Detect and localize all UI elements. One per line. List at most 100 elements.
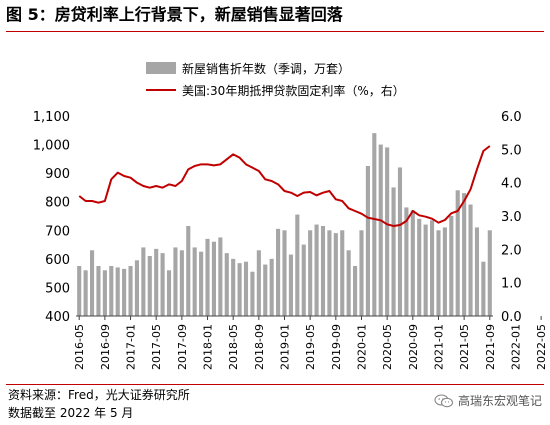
- figure-title: 图 5：房贷利率上行背景下，新屋销售显著回落: [6, 5, 343, 24]
- watermark: 高瑞东宏观笔记: [434, 392, 542, 409]
- y-right-tick-label: 6.0: [501, 110, 522, 125]
- y-left-tick-label: 700: [45, 224, 70, 239]
- x-tick-label: 2018-05: [227, 324, 240, 370]
- bar: [417, 218, 422, 316]
- x-tick-label: 2017-01: [125, 324, 138, 370]
- bar: [102, 270, 107, 316]
- bar: [109, 266, 114, 316]
- x-tick-label: 2021-09: [484, 324, 497, 370]
- bar: [186, 226, 191, 316]
- bar: [340, 230, 345, 316]
- bar: [320, 226, 326, 316]
- bar: [128, 266, 133, 316]
- bar: [141, 247, 146, 316]
- x-tick-label: 2019-09: [330, 324, 343, 370]
- bar: [154, 248, 159, 316]
- bar: [224, 253, 229, 316]
- bar: [276, 228, 281, 316]
- line-series: [78, 145, 491, 227]
- bar: [385, 147, 390, 316]
- bar: [404, 207, 409, 316]
- bar: [423, 224, 428, 316]
- x-tick-label: 2022-05: [535, 324, 548, 370]
- bar: [263, 264, 268, 316]
- mortgage-rate-line: [78, 145, 491, 227]
- data-cutoff-note: 数据截至 2022 年 5 月: [8, 406, 134, 420]
- x-tick-label: 2022-01: [509, 324, 522, 370]
- bar-series: [77, 133, 492, 316]
- y-left-tick-label: 400: [45, 310, 70, 325]
- bar: [96, 266, 101, 316]
- axes: 400 500 600 700 800 900 1,000 1,100 0.0 1.0 2.0 3.0…: [33, 110, 548, 370]
- legend: 新屋销售折年数（季调，万套） 美国:30年期抵押贷款固定利率（%，右）: [146, 61, 405, 98]
- bar: [282, 230, 287, 316]
- bar: [134, 260, 139, 316]
- x-tick-label: 2017-05: [150, 324, 163, 370]
- bar: [327, 230, 332, 316]
- bar: [430, 220, 435, 316]
- bar: [147, 256, 152, 316]
- y-left-tick-label: 1,100: [33, 110, 70, 125]
- bar: [314, 224, 319, 316]
- bar: [89, 250, 95, 316]
- bar: [442, 227, 447, 316]
- legend-label-line: 美国:30年期抵押贷款固定利率（%，右）: [182, 83, 405, 98]
- bar: [436, 230, 441, 316]
- x-tick-label: 2019-01: [279, 324, 292, 370]
- bar: [346, 250, 351, 316]
- bar: [269, 258, 274, 316]
- bar: [250, 271, 255, 316]
- y-left-tick-label: 1,000: [33, 139, 70, 154]
- y-left-tick-label: 800: [45, 196, 70, 211]
- chart: 新屋销售折年数（季调，万套） 美国:30年期抵押贷款固定利率（%，右） 400 50…: [33, 61, 548, 370]
- bar: [115, 267, 120, 316]
- source-note: 资料来源：Fred，光大证券研究所: [8, 388, 190, 402]
- bar: [301, 244, 306, 316]
- x-tick-label: 2018-09: [253, 324, 266, 370]
- bar: [455, 190, 460, 316]
- bar: [179, 250, 184, 316]
- bar: [449, 216, 454, 316]
- bar: [231, 258, 236, 316]
- x-tick-label: 2016-09: [99, 324, 112, 370]
- x-tick-label: 2020-01: [355, 324, 368, 370]
- bar: [192, 247, 197, 316]
- x-tick-label: 2016-05: [73, 324, 86, 370]
- bar: [333, 233, 338, 316]
- bar: [218, 237, 223, 316]
- bar: [211, 241, 216, 316]
- y-right-tick-label: 3.0: [501, 210, 522, 225]
- bar: [410, 210, 415, 316]
- x-tick-label: 2018-01: [202, 324, 215, 370]
- bar: [237, 263, 242, 316]
- x-tick-label: 2020-09: [407, 324, 420, 370]
- bar: [397, 167, 403, 316]
- y-right-tick-label: 4.0: [501, 177, 522, 192]
- bar: [481, 261, 486, 316]
- legend-swatch-bar: [146, 62, 176, 74]
- x-tick-label: 2019-05: [304, 324, 317, 370]
- bar: [468, 204, 473, 316]
- bar: [462, 193, 467, 316]
- bar: [487, 230, 492, 316]
- y-left-tick-label: 900: [45, 167, 70, 182]
- y-left-tick-label: 500: [45, 281, 70, 296]
- bar: [295, 214, 300, 316]
- bar: [122, 268, 127, 316]
- y-right-tick-label: 5.0: [501, 143, 522, 158]
- y-right-tick-label: 0.0: [501, 310, 522, 325]
- bar: [372, 133, 377, 316]
- bar: [205, 238, 210, 316]
- bar: [77, 266, 82, 316]
- bar: [365, 166, 370, 316]
- bar: [83, 270, 88, 316]
- y-right-tick-label: 1.0: [501, 277, 522, 292]
- bar: [391, 187, 396, 316]
- x-tick-label: 2017-09: [176, 324, 189, 370]
- bar: [243, 261, 249, 316]
- x-tick-label: 2020-05: [381, 324, 394, 370]
- bar: [160, 253, 165, 316]
- y-right-tick-label: 2.0: [501, 243, 522, 258]
- y-left-tick-label: 600: [45, 253, 70, 268]
- wechat-icon: [434, 393, 454, 407]
